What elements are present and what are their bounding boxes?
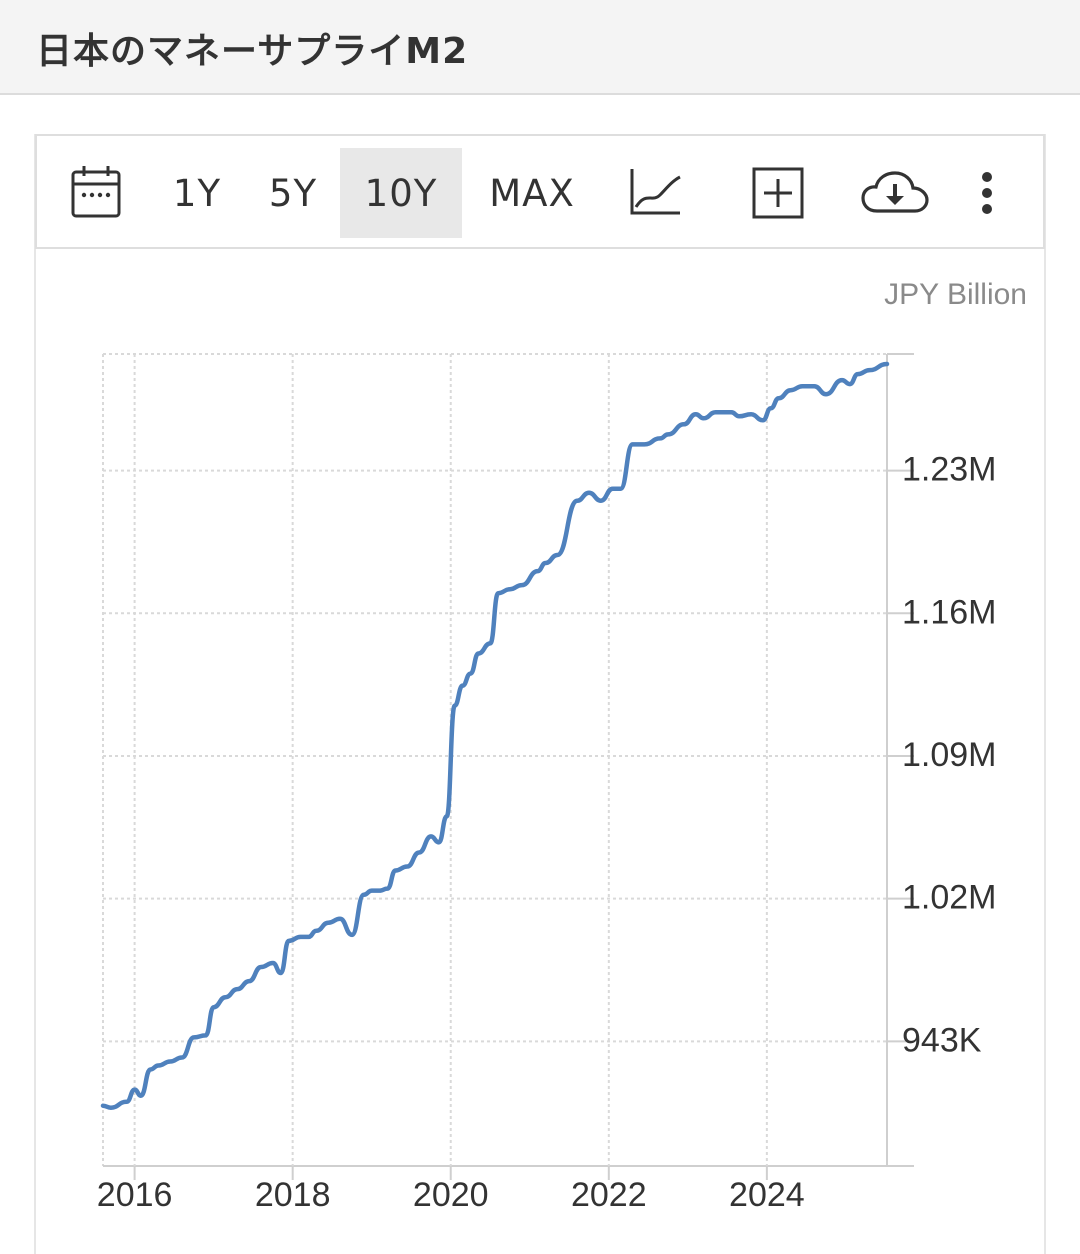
- range-1y-button[interactable]: 1Y: [155, 148, 239, 238]
- range-10y-label: 10Y: [364, 171, 438, 215]
- line-chart-icon: [630, 169, 681, 215]
- x-tick-label: 2016: [97, 1176, 173, 1214]
- chart-toolbar: 1Y 5Y 10Y MAX: [35, 134, 1045, 249]
- more-vertical-icon: [982, 172, 992, 214]
- y-tick-label: 1.23M: [902, 451, 997, 489]
- y-tick-label: 1.02M: [902, 879, 997, 917]
- series-line-m2: [100, 361, 890, 1110]
- more-button[interactable]: [962, 148, 1012, 238]
- chart-type-button[interactable]: [617, 148, 695, 238]
- calendar-icon: [71, 166, 121, 218]
- range-max-button[interactable]: MAX: [477, 148, 587, 238]
- range-5y-button[interactable]: 5Y: [251, 148, 335, 238]
- y-tick-label: 1.09M: [902, 736, 997, 774]
- page-title: 日本のマネーサプライM2: [36, 31, 469, 72]
- add-box-icon: [752, 167, 804, 219]
- y-tick-label: 1.16M: [902, 593, 997, 631]
- y-tick-label: 943K: [902, 1021, 982, 1059]
- calendar-button[interactable]: [57, 148, 137, 238]
- compare-add-button[interactable]: [739, 148, 817, 238]
- range-max-label: MAX: [489, 171, 575, 215]
- chart-widget: [34, 134, 1046, 1254]
- range-10y-button[interactable]: 10Y: [340, 148, 462, 238]
- download-button[interactable]: [855, 148, 935, 238]
- x-tick-label: 2022: [571, 1176, 647, 1214]
- unit-label: JPY Billion: [884, 278, 1027, 311]
- page-header: 日本のマネーサプライM2: [0, 0, 1080, 95]
- range-5y-label: 5Y: [268, 171, 318, 215]
- x-tick-label: 2024: [729, 1176, 805, 1214]
- range-1y-label: 1Y: [172, 171, 222, 215]
- cloud-download-icon: [861, 171, 929, 213]
- x-tick-label: 2020: [413, 1176, 489, 1214]
- x-tick-label: 2018: [255, 1176, 331, 1214]
